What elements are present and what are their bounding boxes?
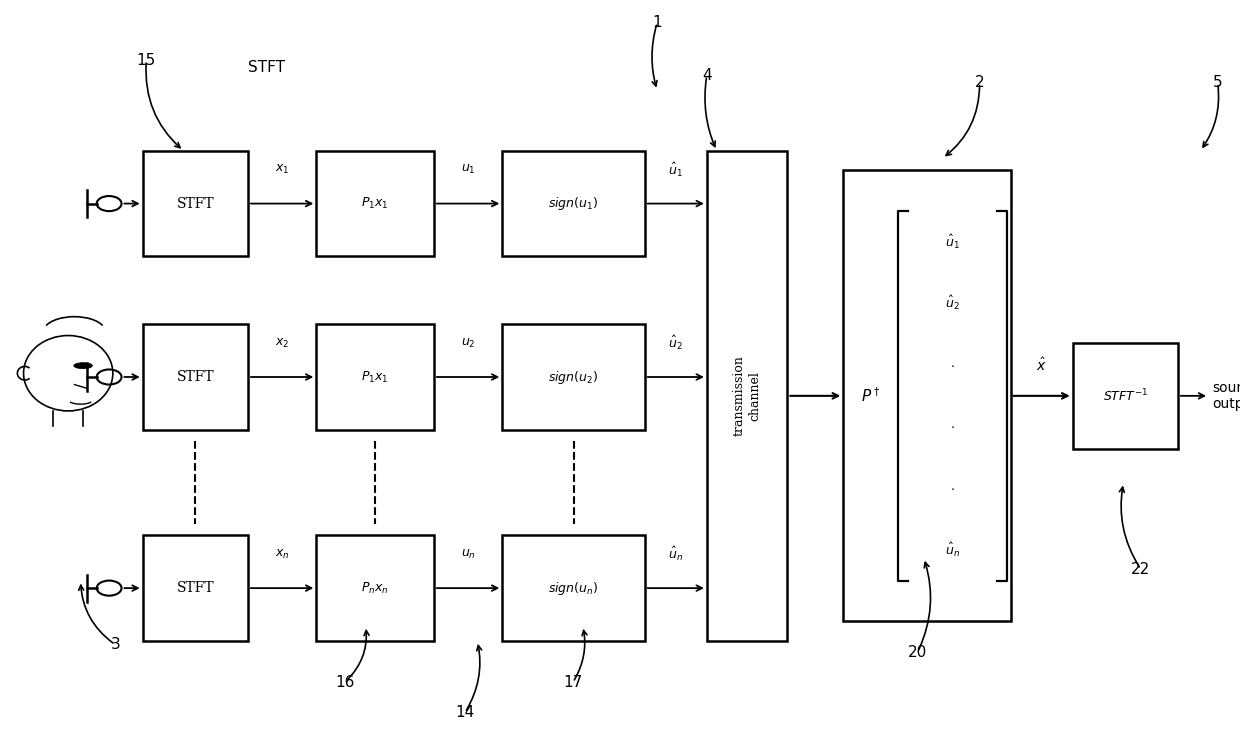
Text: $\hat{u}_1$: $\hat{u}_1$	[945, 233, 960, 251]
Text: $\cdot$: $\cdot$	[950, 420, 955, 433]
Bar	[1073, 343, 1178, 449]
Text: $P_1x_1$: $P_1x_1$	[361, 369, 389, 385]
Text: 20: 20	[908, 645, 928, 660]
Text: $\hat{u}_1$: $\hat{u}_1$	[668, 161, 683, 179]
Text: 2: 2	[975, 75, 985, 90]
Text: $u_n$: $u_n$	[461, 547, 475, 561]
Text: 17: 17	[563, 675, 583, 690]
Text: $u_2$: $u_2$	[461, 336, 475, 350]
Text: $P_1x_1$: $P_1x_1$	[361, 196, 389, 211]
Text: $\hat{x}$: $\hat{x}$	[1037, 357, 1047, 374]
Ellipse shape	[74, 363, 92, 369]
Text: 3: 3	[110, 637, 120, 652]
Text: $sign(u_2)$: $sign(u_2)$	[548, 369, 599, 385]
Text: STFT: STFT	[248, 60, 285, 75]
Text: STFT: STFT	[176, 197, 215, 210]
Bar	[502, 535, 645, 641]
Text: $sign(u_1)$: $sign(u_1)$	[548, 195, 599, 212]
Text: 22: 22	[1131, 562, 1151, 577]
Text: $\hat{u}_2$: $\hat{u}_2$	[668, 334, 683, 352]
Text: 1: 1	[652, 15, 662, 30]
Text: transmission
channel: transmission channel	[733, 355, 761, 437]
Text: $sign(u_n)$: $sign(u_n)$	[548, 580, 599, 596]
Bar	[707, 151, 787, 641]
Text: 14: 14	[455, 705, 475, 720]
Text: STFT: STFT	[176, 370, 215, 384]
Text: $\cdot$: $\cdot$	[950, 359, 955, 372]
Bar	[502, 151, 645, 256]
Bar	[316, 151, 434, 256]
Text: $x_1$: $x_1$	[275, 163, 289, 176]
Text: $\cdot$: $\cdot$	[950, 482, 955, 495]
Text: $x_n$: $x_n$	[275, 547, 289, 561]
Text: STFT: STFT	[176, 581, 215, 595]
Text: $P_nx_n$: $P_nx_n$	[361, 581, 389, 596]
Text: $STFT^{-1}$: $STFT^{-1}$	[1102, 388, 1148, 404]
Text: 4: 4	[702, 68, 712, 83]
Text: $x_2$: $x_2$	[275, 336, 289, 350]
Text: 5: 5	[1213, 75, 1223, 90]
Bar	[316, 324, 434, 430]
Bar	[316, 535, 434, 641]
Text: $u_1$: $u_1$	[461, 163, 475, 176]
Text: $\hat{u}_n$: $\hat{u}_n$	[945, 541, 960, 559]
Bar	[843, 170, 1011, 621]
Bar	[143, 151, 248, 256]
Text: $\hat{u}_2$: $\hat{u}_2$	[945, 294, 960, 312]
Text: sound
output: sound output	[1213, 381, 1240, 411]
Bar	[143, 324, 248, 430]
Bar	[502, 324, 645, 430]
Text: $P^\dagger$: $P^\dagger$	[861, 387, 880, 405]
Bar	[143, 535, 248, 641]
Text: 16: 16	[335, 675, 355, 690]
Text: 15: 15	[136, 53, 156, 68]
Text: $\hat{u}_n$: $\hat{u}_n$	[668, 545, 683, 563]
